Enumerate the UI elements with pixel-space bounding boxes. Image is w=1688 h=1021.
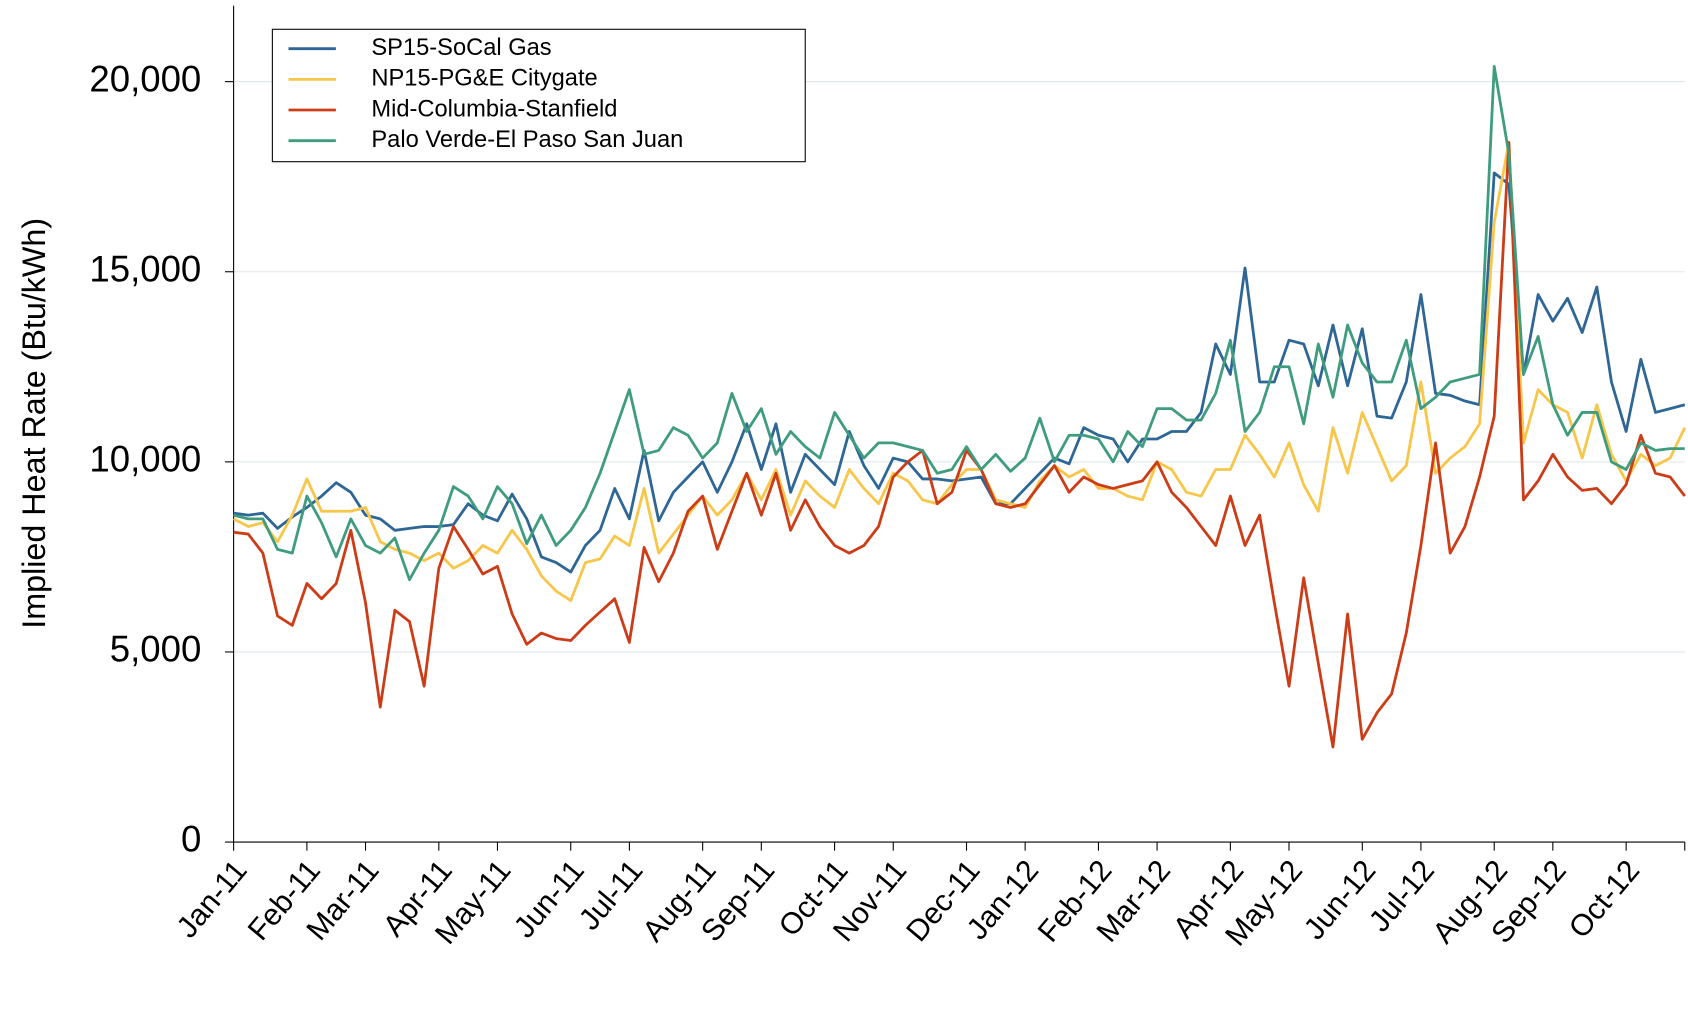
- y-tick-label: 15,000: [89, 248, 201, 289]
- series-line: [233, 141, 1686, 749]
- legend-label: Palo Verde-El Paso San Juan: [371, 127, 683, 153]
- series-line: [232, 141, 1687, 603]
- legend-label: SP15-SoCal Gas: [371, 35, 551, 61]
- series-line: [233, 65, 1685, 582]
- x-tick-label: Jan-11: [171, 854, 254, 944]
- x-tick-label: Oct-12: [1563, 854, 1646, 944]
- legend-label: NP15-PG&E Citygate: [371, 66, 597, 92]
- y-tick-label: 10,000: [89, 439, 201, 480]
- legend-label: Mid-Columbia-Stanfield: [371, 96, 617, 122]
- legend-box: [271, 28, 806, 163]
- y-tick-label: 0: [181, 819, 201, 860]
- y-tick-label: 20,000: [89, 58, 201, 99]
- x-tick-label: Jun-12: [1298, 854, 1382, 946]
- y-axis-label: Implied Heat Rate (Btu/kWh): [16, 218, 52, 629]
- x-tick-label: Jun-11: [508, 854, 591, 944]
- y-tick-label: 5,000: [110, 629, 202, 670]
- series-line: [233, 171, 1686, 574]
